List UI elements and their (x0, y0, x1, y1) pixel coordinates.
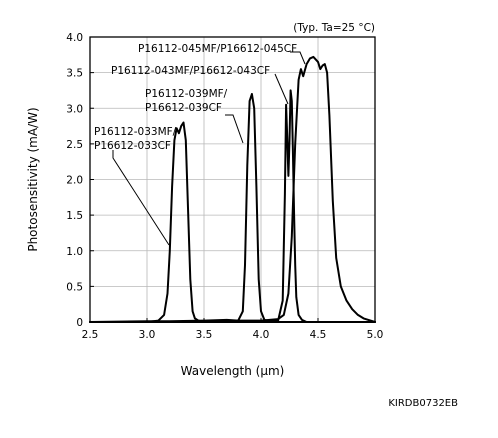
x-axis-label: Wavelength (µm) (181, 364, 285, 378)
series-line-033 (89, 121, 376, 323)
y-tick-label: 0 (76, 317, 83, 329)
y-tick-label: 3.5 (66, 68, 83, 80)
series-line-043 (89, 89, 376, 323)
y-tick-label: 2.5 (66, 139, 83, 151)
leader-line-045 (290, 51, 306, 65)
y-tick-label: 1.0 (66, 246, 83, 258)
y-tick-label: 4.0 (66, 32, 83, 44)
series-label-045: P16112-045MF/P16612-045CF (138, 43, 297, 55)
x-tick-label: 3.5 (196, 329, 213, 341)
condition-note: (Typ. Ta=25 °C) (293, 22, 375, 34)
series-label-033-line1: P16112-033MF/ (94, 126, 177, 138)
grid (90, 37, 375, 322)
leader-line-033 (112, 150, 170, 246)
series-label-039-line1: P16112-039MF/ (145, 88, 228, 100)
x-tick-label: 4.5 (310, 329, 327, 341)
series-line-039 (89, 93, 376, 323)
x-tick-label: 5.0 (367, 329, 384, 341)
series-line-045 (89, 55, 376, 323)
leader-line-039 (225, 114, 244, 144)
series-group (89, 55, 376, 323)
y-axis-label: Photosensitivity (mA/W) (26, 107, 40, 251)
y-tick-label: 0.5 (66, 281, 83, 293)
annotation-leaders (112, 51, 306, 246)
x-tick-label: 3.0 (139, 329, 156, 341)
series-label-033-line2: P16612-033CF (94, 140, 171, 152)
leader-line-043 (274, 73, 289, 105)
axis-ticks: 2.5 3.0 3.5 4.0 4.5 5.0 0 0.5 1.0 1.5 2.0 2.5 3.0 3.5… (66, 32, 383, 341)
x-tick-label: 2.5 (82, 329, 99, 341)
figure-code: KIRDB0732EB (388, 398, 458, 409)
series-label-043: P16112-043MF/P16612-043CF (111, 65, 270, 77)
y-tick-label: 1.5 (66, 210, 83, 222)
series-label-039-line2: P16612-039CF (145, 102, 222, 114)
x-tick-label: 4.0 (253, 329, 270, 341)
y-tick-label: 3.0 (66, 103, 83, 115)
y-tick-label: 2.0 (66, 175, 83, 187)
